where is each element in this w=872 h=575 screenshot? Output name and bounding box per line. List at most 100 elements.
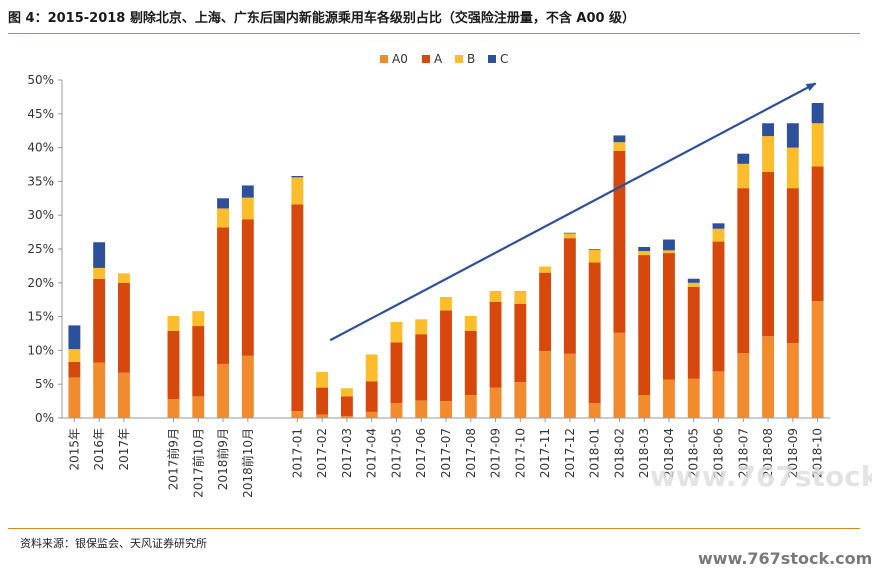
x-tick-label: 2017-06 xyxy=(414,428,428,478)
bar-segment-a xyxy=(811,166,824,302)
bar-segment-c xyxy=(687,278,700,283)
bar-segment-b xyxy=(539,266,552,273)
bar-segment-a0 xyxy=(712,371,725,418)
bar-segment-b xyxy=(192,311,205,327)
bar-segment-a0 xyxy=(588,403,601,418)
x-tick-label: 2017-12 xyxy=(563,428,577,478)
legend-swatch-a0 xyxy=(380,55,388,63)
bar-segment-b xyxy=(489,290,502,302)
y-tick-label: 15% xyxy=(27,310,54,324)
bar-segment-a0 xyxy=(613,332,626,418)
bar-segment-a xyxy=(638,255,651,396)
bar-segment-a xyxy=(514,303,527,383)
x-tick-label: 2017-01 xyxy=(290,428,304,478)
x-tick-label: 2018-02 xyxy=(612,428,626,478)
bar-segment-a xyxy=(241,219,254,356)
bar-segment-c xyxy=(811,102,824,124)
bar-segment-a xyxy=(687,286,700,379)
bar-segment-a xyxy=(762,171,775,337)
x-tick-label: 2017-04 xyxy=(365,428,379,478)
y-tick-label: 45% xyxy=(27,107,54,121)
bar-segment-a0 xyxy=(415,400,428,418)
chart-title: 图 4：2015-2018 剔除北京、上海、广东后国内新能源乘用车各级别占比（交… xyxy=(8,11,636,26)
bar-segment-a0 xyxy=(241,355,254,418)
bar-segment-a0 xyxy=(291,411,304,418)
bar-segment-b xyxy=(464,315,477,331)
bar-segment-a0 xyxy=(316,414,329,418)
legend-label-c: C xyxy=(500,52,508,66)
x-tick-label: 2017前10月 xyxy=(190,428,205,498)
bar-segment-c xyxy=(786,123,799,148)
bar-segment-b xyxy=(93,267,106,279)
trend-arrow xyxy=(329,82,817,342)
bar-segment-a0 xyxy=(762,336,775,418)
x-tick-label: 2015年 xyxy=(67,428,81,471)
bar-segment-a xyxy=(786,188,799,343)
legend-label-b: B xyxy=(467,52,475,66)
bar-segment-b xyxy=(712,228,725,242)
bar-segment-a0 xyxy=(811,301,824,418)
legend-label-a0: A0 xyxy=(392,52,408,66)
x-tick-label: 2018-08 xyxy=(761,428,775,478)
x-tick-label: 2018-04 xyxy=(662,428,676,478)
bar-segment-b xyxy=(613,142,626,151)
y-tick-label: 10% xyxy=(27,343,54,357)
bar-segment-c xyxy=(563,232,576,234)
legend-swatch-b xyxy=(455,55,463,63)
bar-segment-b xyxy=(663,250,675,254)
bar-segment-b xyxy=(217,208,229,228)
bar-segment-a0 xyxy=(117,372,130,418)
bar-segment-b xyxy=(415,319,428,335)
bar-segment-b xyxy=(68,349,81,362)
x-tick-label: 2018-07 xyxy=(736,428,750,478)
bar-segment-b xyxy=(563,233,576,239)
y-axis: 0% 5% 10% 15% 20% 25% 30% 35% 40% 45% 50% xyxy=(27,73,63,425)
bars-layer xyxy=(68,102,824,418)
bar-segment-a0 xyxy=(737,353,750,418)
bar-segment-c xyxy=(737,153,750,164)
bar-segment-a xyxy=(712,241,725,372)
bar-segment-b xyxy=(811,123,824,167)
bar-segment-a0 xyxy=(390,403,403,418)
x-tick-label: 2017前9月 xyxy=(165,428,180,490)
bar-segment-a0 xyxy=(514,382,527,418)
bar-segment-c xyxy=(613,135,626,143)
x-tick-label: 2017-09 xyxy=(489,428,503,478)
bar-segment-b xyxy=(440,296,452,311)
x-tick-label: 2017-03 xyxy=(340,428,354,478)
x-tick-label: 2018前10月 xyxy=(240,428,255,498)
bar-segment-b xyxy=(340,388,353,397)
bar-segment-b xyxy=(117,273,130,283)
bar-segment-a xyxy=(340,396,353,416)
bar-segment-a0 xyxy=(217,363,229,418)
bar-segment-a0 xyxy=(638,395,651,418)
bar-segment-a xyxy=(365,381,378,412)
bar-segment-a0 xyxy=(539,351,552,418)
x-tick-label: 2018-06 xyxy=(712,428,726,478)
x-tick-label: 2018-09 xyxy=(786,428,800,478)
x-tick-label: 2018前9月 xyxy=(215,428,230,490)
x-tick-label: 2018-05 xyxy=(687,428,701,478)
bar-segment-a0 xyxy=(786,342,799,418)
bar-segment-a xyxy=(117,282,130,373)
bar-segment-a xyxy=(291,204,304,412)
y-tick-label: 40% xyxy=(27,141,54,155)
bar-segment-a xyxy=(440,310,452,402)
x-tick-label: 2017年 xyxy=(117,428,131,471)
bar-segment-b xyxy=(167,315,180,331)
bar-segment-a0 xyxy=(340,415,353,418)
bar-segment-b xyxy=(514,290,527,304)
y-tick-label: 0% xyxy=(35,411,54,425)
x-tick-label: 2018-10 xyxy=(811,428,825,478)
legend: A0 A B C xyxy=(380,52,508,66)
bar-segment-c xyxy=(217,198,229,209)
bar-segment-a0 xyxy=(563,353,576,418)
y-tick-label: 5% xyxy=(35,377,54,391)
bar-segment-a0 xyxy=(489,387,502,418)
source-note: 资料来源：银保监会、天风证券研究所 xyxy=(20,537,207,550)
bar-segment-c xyxy=(588,249,601,250)
bar-segment-b xyxy=(588,249,601,263)
stacked-bar-chart: 0% 5% 10% 15% 20% 25% 30% 35% 40% 45% 50% 2015年 201… xyxy=(27,52,830,498)
x-tick-label: 2016年 xyxy=(92,428,106,471)
bar-segment-a xyxy=(192,326,205,397)
